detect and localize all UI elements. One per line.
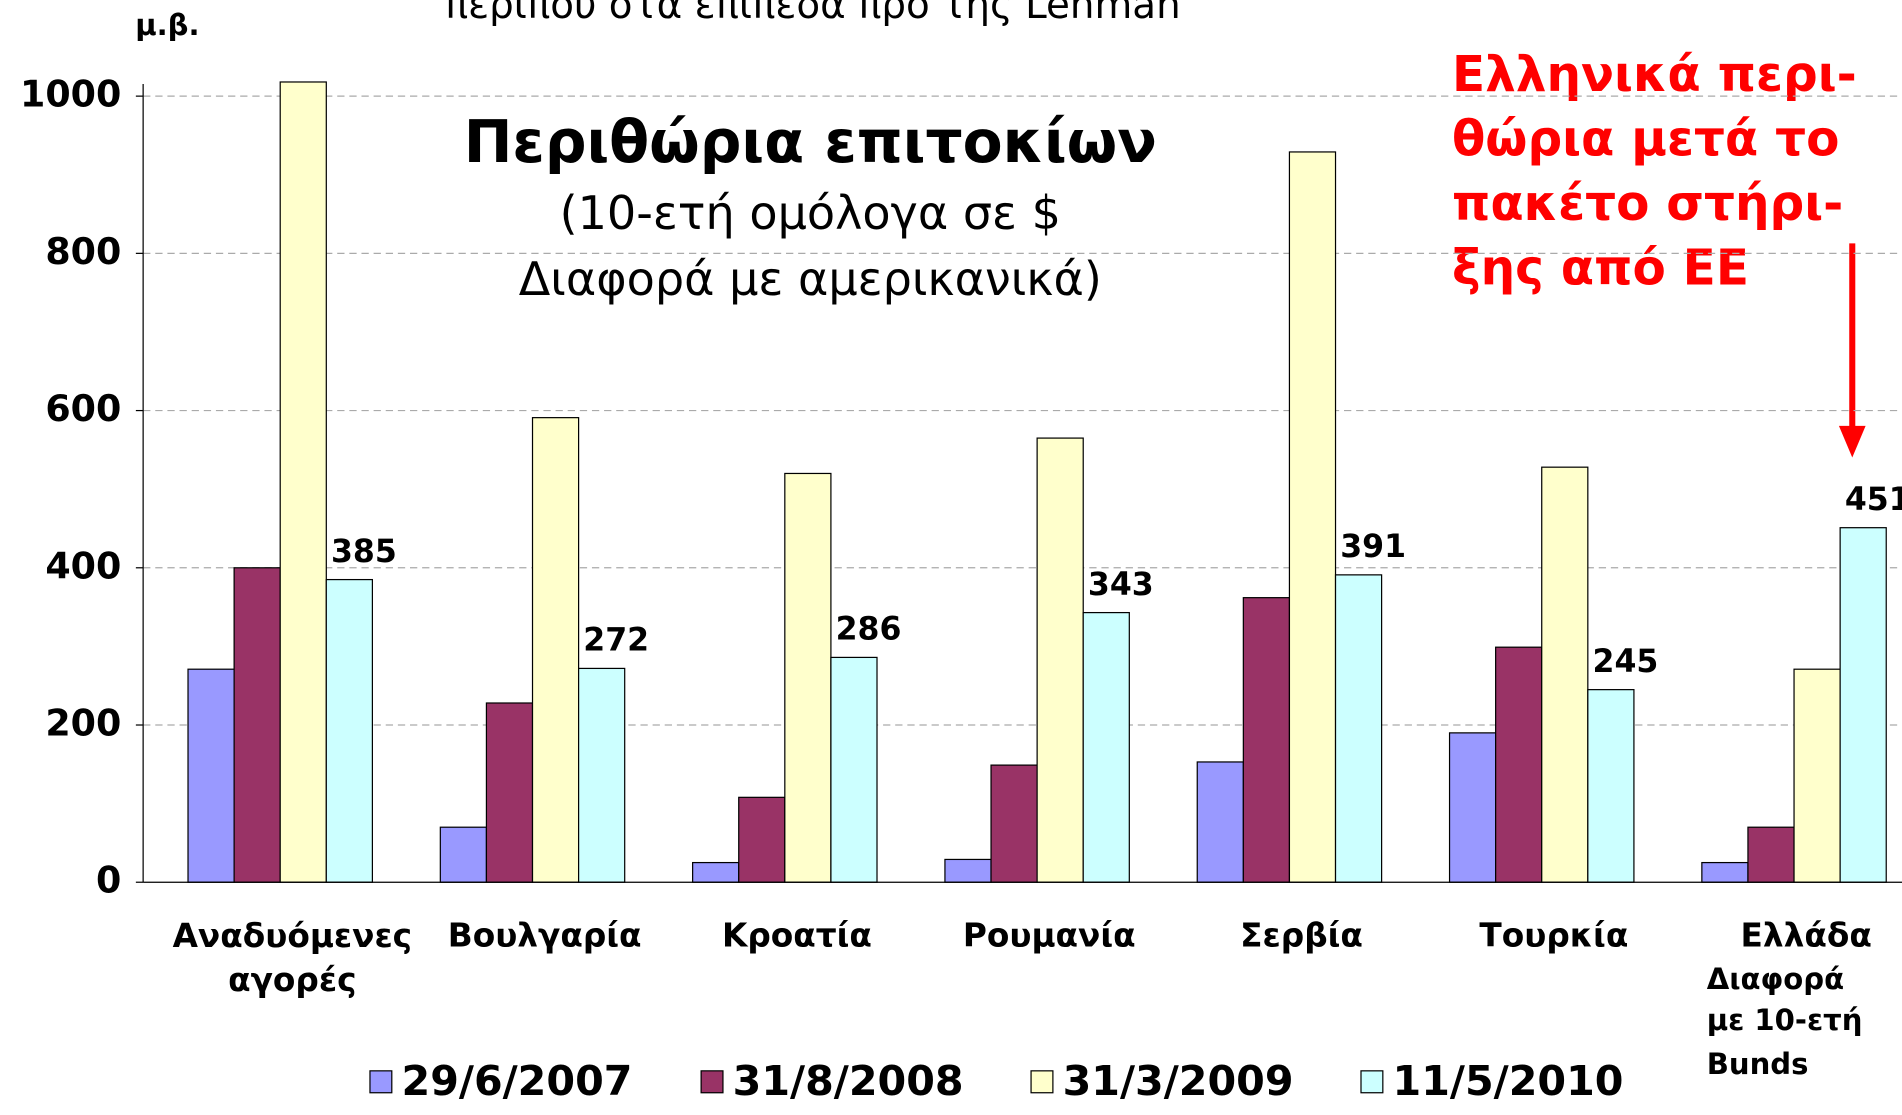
bar xyxy=(692,861,740,883)
bar xyxy=(233,567,281,883)
annotation: πακέτο στήρι- xyxy=(1452,176,1843,232)
legend-label: 11/5/2010 xyxy=(1393,1057,1624,1105)
category-note: Διαφορά xyxy=(1707,962,1844,996)
y-axis-label: μ.β. xyxy=(135,8,199,42)
bar xyxy=(1288,151,1337,883)
bar xyxy=(1747,826,1795,883)
legend-label: 31/3/2009 xyxy=(1063,1057,1294,1105)
value-label: 343 xyxy=(1088,567,1154,603)
chart-title: Περιθώρια επιτοκίων xyxy=(464,108,1157,176)
annotation: θώρια μετά το xyxy=(1452,111,1839,167)
bar xyxy=(830,656,878,883)
bar xyxy=(1839,527,1887,883)
annotation: Ελληνικά περι- xyxy=(1452,47,1857,103)
value-label: 391 xyxy=(1340,529,1406,565)
legend-swatch xyxy=(700,1070,724,1094)
legend-label: 29/6/2007 xyxy=(402,1057,633,1105)
y-tick-label: 1000 xyxy=(20,73,121,116)
x-tick-label: Ρουμανία xyxy=(963,916,1136,954)
annotation-arrow-head xyxy=(1838,425,1866,458)
legend-swatch xyxy=(369,1070,393,1094)
category-note: με 10-ετή xyxy=(1707,1003,1863,1037)
category-note: Bunds xyxy=(1707,1047,1809,1081)
x-tick-label: Σερβία xyxy=(1240,916,1363,954)
chart-subtitle: (10-ετή ομόλογα σε $ xyxy=(560,186,1061,240)
bar xyxy=(1701,861,1749,883)
bar xyxy=(944,858,992,883)
x-tick-label: Βουλγαρία xyxy=(448,916,642,954)
bar xyxy=(577,667,626,883)
y-tick-label: 400 xyxy=(45,544,121,587)
value-label: 286 xyxy=(836,612,902,648)
y-tick-label: 800 xyxy=(45,230,121,273)
value-label: 245 xyxy=(1593,644,1659,680)
bar xyxy=(1082,611,1130,883)
bar xyxy=(1793,668,1841,883)
bar xyxy=(784,472,832,883)
legend-swatch xyxy=(1360,1070,1384,1094)
chart-subtitle: Διαφορά με αμερικανικά) xyxy=(519,252,1102,306)
y-tick-label: 0 xyxy=(96,859,121,902)
legend-label: 31/8/2008 xyxy=(733,1057,964,1105)
bar xyxy=(1448,732,1497,883)
y-tick-label: 600 xyxy=(45,387,121,430)
bar xyxy=(1242,597,1291,883)
bar xyxy=(531,417,580,883)
x-tick-label: Τουρκία xyxy=(1479,916,1628,954)
bar xyxy=(1541,466,1589,883)
x-tick-label: Κροατία xyxy=(722,916,872,954)
top-note: περίπου στα επίπεδα προ της Lehman xyxy=(445,0,1181,28)
bar xyxy=(990,764,1038,883)
value-label: 272 xyxy=(583,623,649,659)
bar xyxy=(279,81,327,883)
legend-swatch xyxy=(1030,1070,1054,1094)
bar xyxy=(738,796,786,883)
bar xyxy=(187,668,235,883)
y-tick-label: 200 xyxy=(45,701,121,744)
bar xyxy=(1334,574,1383,883)
bar xyxy=(1196,761,1244,883)
bar xyxy=(439,826,488,883)
x-tick-label: Ελλάδα xyxy=(1741,916,1872,954)
bar xyxy=(325,578,374,883)
value-label: 385 xyxy=(331,534,397,570)
value-label: 451 xyxy=(1845,482,1902,518)
annotation: ξης από ΕΕ xyxy=(1452,240,1749,296)
bar xyxy=(1495,646,1543,883)
x-tick-label: Αναδυόμενες αγορές xyxy=(173,916,413,998)
bar xyxy=(485,702,534,883)
bar xyxy=(1587,689,1635,883)
bar xyxy=(1036,437,1084,883)
